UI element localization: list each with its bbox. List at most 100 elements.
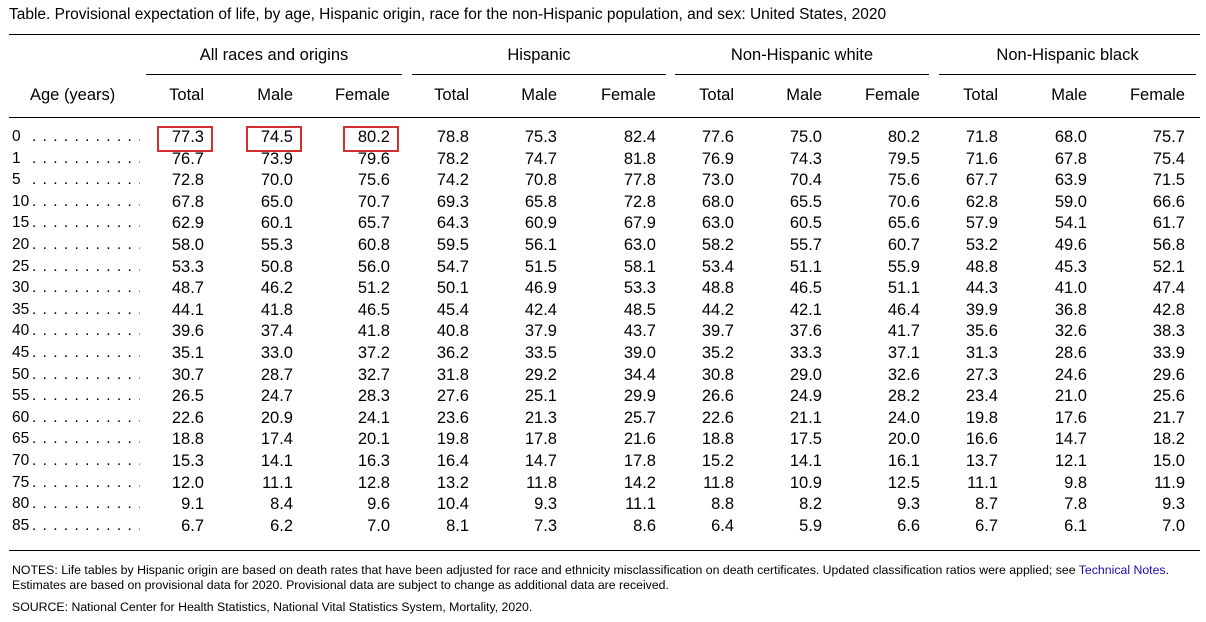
value-cell: 14.2	[623, 473, 656, 492]
value-cell: 8.2	[799, 495, 822, 514]
value-cell: 21.3	[524, 408, 557, 427]
value-cell: 12.5	[887, 473, 920, 492]
table-row: 85. . . . . . . . . . . . . . . 6.7 6.2 7.0…	[0, 517, 1206, 539]
column-header: Total	[963, 86, 998, 104]
value-cell: 7.0	[367, 516, 390, 535]
value-cell: 23.6	[436, 408, 469, 427]
value-cell: 24.6	[1054, 365, 1087, 384]
value-cell: 76.7	[171, 149, 204, 168]
value-cell: 26.5	[171, 387, 204, 406]
value-cell: 24.1	[357, 408, 390, 427]
age-label: 35	[12, 300, 30, 318]
value-cell: 17.8	[524, 430, 557, 449]
value-cell: 57.9	[965, 214, 998, 233]
value-cell: 12.8	[357, 473, 390, 492]
table-row: 80. . . . . . . . . . . . . . . 9.1 8.4 9.6…	[0, 495, 1206, 517]
column-header: Female	[864, 86, 920, 104]
age-cell: 75. . . . . . . . . . . . . . .	[12, 474, 140, 492]
value-cell: 54.7	[436, 257, 469, 276]
value-cell: 61.7	[1152, 214, 1185, 233]
value-cell: 8.7	[975, 495, 998, 514]
value-cell: 31.3	[965, 344, 998, 362]
value-cell: 17.4	[260, 430, 293, 449]
age-cell: 1 . . . . . . . . . . . . . . .	[12, 150, 140, 168]
value-cell: 71.5	[1152, 171, 1185, 190]
value-cell: 33.0	[260, 344, 293, 362]
value-cell: 63.0	[623, 236, 656, 254]
notes-text: NOTES: Life tables by Hispanic origin ar…	[12, 563, 1079, 577]
value-cell: 53.4	[701, 257, 734, 276]
value-cell: 29.6	[1152, 365, 1185, 384]
dot-leader: . . . . . . . . . . . . . . .	[32, 408, 140, 426]
column-header: Male	[786, 86, 822, 104]
value-cell: 41.7	[887, 322, 920, 341]
age-label: 75	[12, 473, 30, 491]
value-cell: 19.8	[965, 408, 998, 427]
value-cell: 21.7	[1152, 408, 1185, 427]
value-cell: 74.5	[260, 128, 293, 146]
value-cell: 71.6	[965, 149, 998, 168]
value-cell: 75.7	[1152, 128, 1185, 146]
age-label: 0	[12, 128, 21, 145]
value-cell: 73.9	[260, 149, 293, 168]
column-header: Total	[699, 86, 734, 104]
value-cell: 37.6	[789, 322, 822, 341]
value-cell: 45.3	[1054, 257, 1087, 276]
table-row: 65. . . . . . . . . . . . . . . 18.8 17.4 2…	[0, 430, 1206, 452]
value-cell: 6.7	[181, 516, 204, 535]
value-cell: 19.8	[436, 430, 469, 449]
value-cell: 9.3	[1162, 495, 1185, 514]
value-cell: 55.9	[887, 257, 920, 276]
column-header: Female	[334, 86, 390, 104]
value-cell: 25.6	[1152, 387, 1185, 406]
value-cell: 7.0	[1162, 516, 1185, 535]
value-cell: 7.8	[1064, 495, 1087, 514]
value-cell: 56.1	[524, 236, 557, 254]
group-header: All races and origins	[199, 46, 349, 64]
value-cell: 58.2	[701, 236, 734, 254]
value-cell: 32.6	[1054, 322, 1087, 341]
value-cell: 39.9	[965, 300, 998, 319]
dot-leader: . . . . . . . . . . . . . . .	[32, 236, 140, 253]
value-cell: 12.1	[1054, 452, 1087, 470]
value-cell: 48.8	[701, 279, 734, 298]
dot-leader: . . . . . . . . . . . . . . .	[32, 473, 140, 491]
value-cell: 9.1	[181, 495, 204, 514]
highlight-box	[343, 126, 399, 152]
age-label: 15	[12, 214, 30, 232]
value-cell: 36.2	[436, 344, 469, 362]
value-cell: 58.0	[171, 236, 204, 254]
value-cell: 46.5	[357, 300, 390, 319]
value-cell: 33.5	[524, 344, 557, 362]
value-cell: 14.7	[524, 452, 557, 470]
technical-notes-link[interactable]: Technical Notes	[1078, 563, 1166, 577]
table-row: 60. . . . . . . . . . . . . . . 22.6 20.9 2…	[0, 409, 1206, 431]
age-cell: 25. . . . . . . . . . . . . . .	[12, 258, 140, 276]
column-header: Total	[169, 86, 204, 104]
age-label: 10	[12, 192, 30, 210]
value-cell: 15.2	[701, 452, 734, 470]
value-cell: 59.0	[1054, 192, 1087, 211]
value-cell: 25.7	[623, 408, 656, 427]
dot-leader: . . . . . . . . . . . . . . .	[32, 430, 140, 448]
value-cell: 35.1	[171, 344, 204, 362]
value-cell: 80.2	[887, 128, 920, 146]
dot-leader: . . . . . . . . . . . . . . .	[32, 516, 140, 534]
value-cell: 76.9	[701, 149, 734, 168]
source-line: SOURCE: National Center for Health Stati…	[12, 600, 533, 614]
age-label: 1	[12, 149, 21, 167]
dot-leader: . . . . . . . . . . . . . . .	[32, 149, 140, 167]
age-cell: 5 . . . . . . . . . . . . . . .	[12, 171, 140, 189]
value-cell: 65.0	[260, 192, 293, 211]
age-cell: 20. . . . . . . . . . . . . . .	[12, 236, 140, 254]
notes: NOTES: Life tables by Hispanic origin ar…	[12, 563, 1197, 593]
age-label: 60	[12, 408, 30, 426]
table-row: 70. . . . . . . . . . . . . . . 15.3 14.1 1…	[0, 452, 1206, 474]
value-cell: 29.9	[623, 387, 656, 406]
table-title: Table. Provisional expectation of life, …	[9, 6, 887, 23]
value-cell: 25.1	[524, 387, 557, 406]
value-cell: 77.8	[623, 171, 656, 190]
value-cell: 56.8	[1152, 236, 1185, 254]
value-cell: 75.4	[1152, 149, 1185, 168]
age-label: 45	[12, 344, 30, 361]
